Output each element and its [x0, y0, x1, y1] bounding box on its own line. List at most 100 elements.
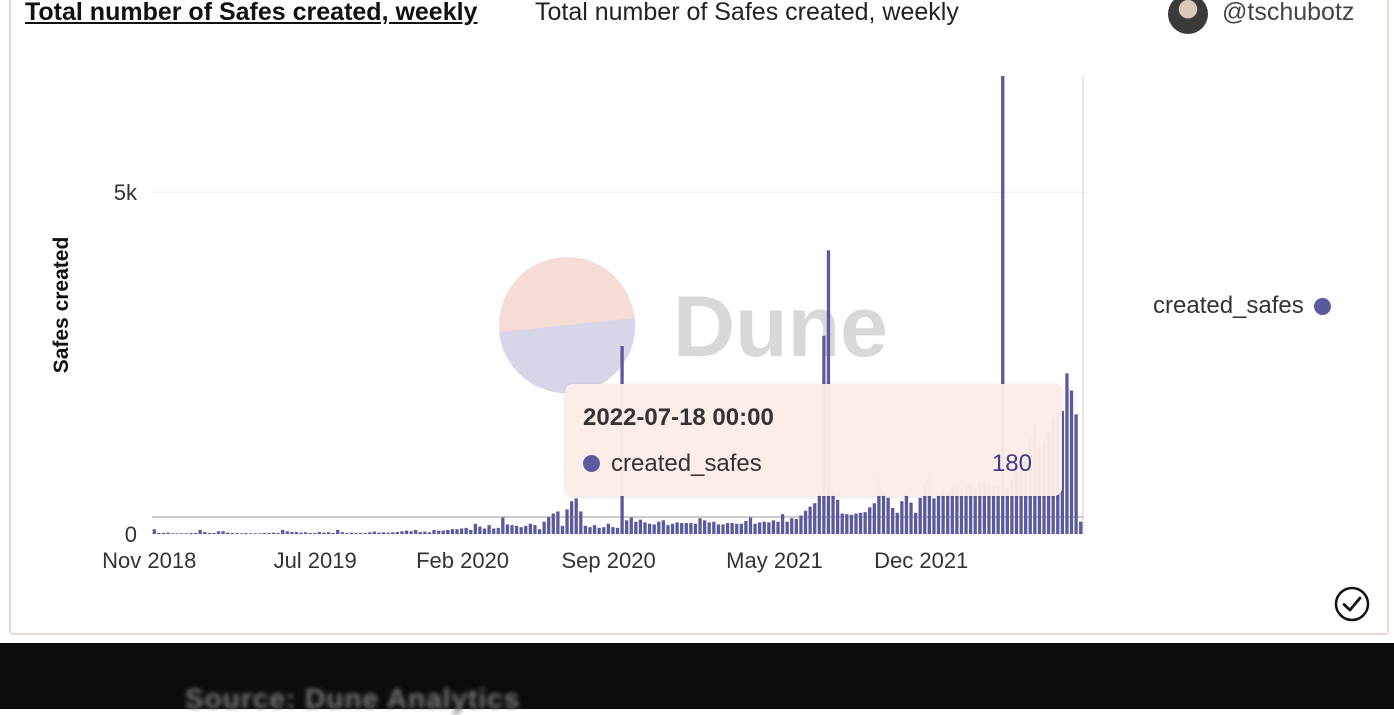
legend-item[interactable]: created_safes [1153, 292, 1331, 320]
bar[interactable] [166, 532, 170, 534]
bar[interactable] [427, 532, 432, 534]
bar[interactable] [831, 490, 835, 534]
bar[interactable] [441, 530, 445, 534]
bar[interactable] [602, 527, 606, 534]
bar[interactable] [721, 524, 725, 534]
bar[interactable] [574, 498, 578, 534]
bar[interactable] [395, 531, 400, 534]
bar[interactable] [771, 520, 776, 534]
bar[interactable] [152, 529, 156, 534]
bar[interactable] [556, 511, 560, 534]
bar[interactable] [349, 532, 354, 534]
bar[interactable] [482, 528, 487, 534]
bar[interactable] [849, 514, 854, 534]
bar[interactable] [950, 487, 954, 534]
bar[interactable] [790, 518, 794, 534]
author-username[interactable]: @tschubotz [1222, 0, 1355, 26]
bar[interactable] [923, 484, 927, 534]
bar[interactable] [514, 525, 519, 534]
bar[interactable] [400, 531, 404, 534]
bar[interactable] [991, 484, 996, 534]
bar[interactable] [597, 527, 601, 534]
bar[interactable] [909, 502, 913, 534]
bar[interactable] [904, 493, 909, 534]
bar[interactable] [267, 532, 271, 534]
bar[interactable] [1065, 373, 1069, 534]
bar[interactable] [913, 512, 918, 534]
bar[interactable] [698, 518, 702, 534]
bar[interactable] [455, 529, 459, 534]
bar[interactable] [226, 532, 230, 534]
user-avatar[interactable] [1168, 0, 1208, 34]
bar[interactable] [281, 529, 285, 534]
bar[interactable] [780, 514, 785, 534]
bar[interactable] [345, 532, 349, 534]
bar[interactable] [868, 507, 872, 534]
bar[interactable] [748, 517, 753, 534]
bar[interactable] [858, 512, 863, 534]
bar[interactable] [492, 528, 496, 534]
bar[interactable] [854, 513, 858, 534]
bar[interactable] [996, 486, 1000, 534]
bar[interactable] [808, 506, 812, 534]
bar[interactable] [978, 482, 982, 534]
bar[interactable] [478, 526, 482, 534]
bar[interactable] [193, 532, 198, 534]
bar[interactable] [161, 532, 166, 534]
bar[interactable] [203, 531, 207, 534]
bar[interactable] [317, 531, 322, 534]
bar[interactable] [404, 530, 409, 534]
bar[interactable] [670, 523, 675, 534]
bar[interactable] [680, 523, 684, 534]
bar[interactable] [716, 524, 721, 534]
bar[interactable] [1060, 410, 1065, 534]
bar[interactable] [501, 517, 505, 534]
bar[interactable] [381, 532, 386, 534]
bar[interactable] [368, 532, 372, 534]
bar[interactable] [547, 516, 551, 534]
bar[interactable] [271, 532, 276, 534]
bar[interactable] [175, 533, 179, 534]
check-circle-icon[interactable] [1334, 586, 1370, 622]
bar[interactable] [684, 523, 688, 534]
bar[interactable] [363, 532, 367, 534]
bar[interactable] [712, 521, 716, 534]
bar[interactable] [1010, 479, 1014, 534]
bar[interactable] [354, 532, 358, 534]
bar[interactable] [294, 531, 299, 534]
bar[interactable] [414, 529, 418, 534]
bar[interactable] [758, 522, 762, 534]
bar[interactable] [469, 529, 473, 534]
bar[interactable] [524, 525, 528, 534]
bar[interactable] [184, 533, 189, 534]
bar[interactable] [551, 513, 555, 534]
bar[interactable] [313, 532, 317, 534]
bar[interactable] [794, 518, 799, 534]
bar[interactable] [666, 525, 670, 534]
bar[interactable] [336, 529, 340, 534]
bar[interactable] [579, 511, 583, 534]
bar[interactable] [817, 491, 821, 534]
bar[interactable] [964, 486, 968, 534]
bar[interactable] [235, 532, 239, 534]
bar[interactable] [290, 531, 294, 534]
bar[interactable] [932, 498, 936, 534]
bar[interactable] [588, 527, 592, 534]
bar[interactable] [359, 532, 363, 534]
bar[interactable] [1005, 486, 1009, 534]
bar[interactable] [661, 520, 666, 534]
bar[interactable] [262, 532, 267, 534]
bar[interactable] [647, 523, 652, 534]
bar[interactable] [675, 522, 679, 534]
bar[interactable] [248, 533, 253, 534]
bar[interactable] [276, 532, 280, 534]
bar[interactable] [918, 497, 922, 534]
bar[interactable] [473, 523, 477, 534]
bar[interactable] [762, 521, 766, 534]
bar[interactable] [1014, 465, 1019, 534]
bar[interactable] [230, 532, 234, 534]
bar[interactable] [886, 497, 890, 534]
bar[interactable] [459, 528, 464, 534]
bar[interactable] [803, 510, 808, 534]
bar[interactable] [212, 532, 216, 534]
